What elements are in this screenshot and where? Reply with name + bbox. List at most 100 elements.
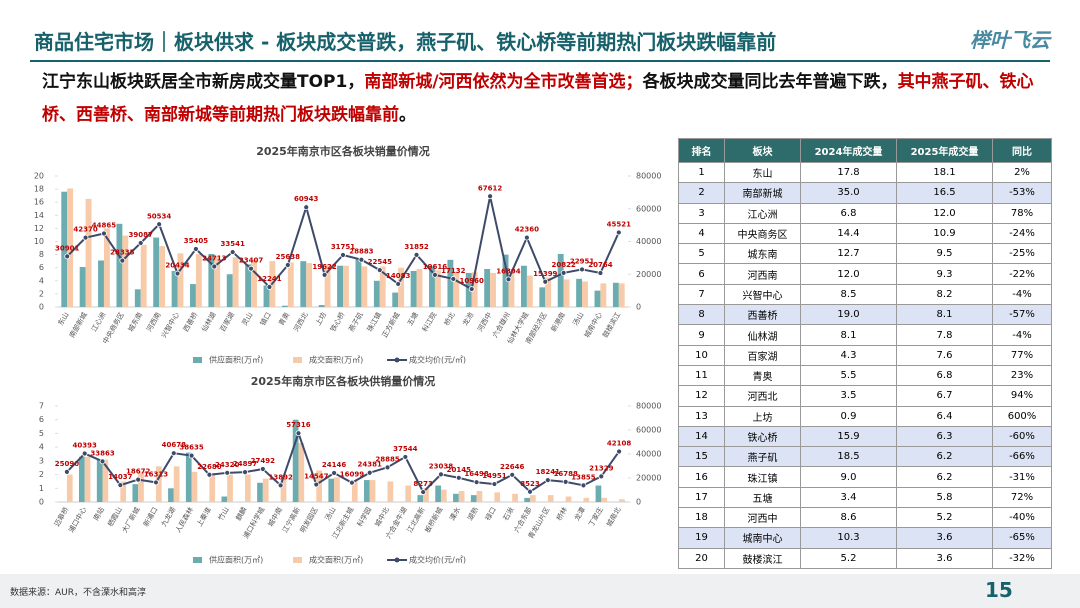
table-cell: 10 bbox=[678, 344, 725, 366]
bar bbox=[476, 491, 483, 502]
y-tick-label: 0 bbox=[39, 498, 44, 507]
bar bbox=[565, 496, 572, 502]
data-label: 31751 bbox=[331, 243, 355, 251]
table-row: 20 鼓楼滨江 5.2 3.6 -32% bbox=[678, 547, 1052, 569]
price-point bbox=[527, 488, 533, 495]
price-point bbox=[303, 204, 310, 211]
table-cell: 8.6 bbox=[800, 507, 897, 529]
table-header-row: 排名 板块 2024年成交量 2025年成交量 同比 bbox=[678, 138, 1052, 163]
x-tick-label: 五塘 bbox=[405, 311, 420, 328]
bar bbox=[306, 263, 313, 307]
table-cell: 77% bbox=[992, 344, 1052, 366]
price-point bbox=[99, 458, 106, 465]
bar bbox=[66, 474, 73, 502]
table-cell: 9.3 bbox=[896, 263, 993, 285]
bar bbox=[447, 259, 454, 307]
bar bbox=[392, 292, 399, 307]
price-point bbox=[487, 193, 493, 200]
price-point bbox=[331, 470, 337, 476]
table-cell: 12 bbox=[678, 385, 725, 407]
price-point bbox=[266, 284, 273, 290]
y2-tick-label: 40000 bbox=[636, 450, 661, 459]
bar bbox=[79, 267, 86, 307]
price-point bbox=[580, 482, 587, 489]
data-label: 16788 bbox=[553, 470, 577, 478]
bar bbox=[379, 266, 386, 307]
table-row: 9 仙林湖 8.1 7.8 -4% bbox=[678, 324, 1052, 346]
x-tick-label: 迈皋桥 bbox=[52, 506, 70, 529]
y-tick-label: 1 bbox=[39, 484, 44, 493]
data-label: 33863 bbox=[90, 449, 114, 457]
table-cell: 17.8 bbox=[800, 161, 897, 184]
page-number: 15 bbox=[985, 578, 1013, 602]
y2-tick-label: 80000 bbox=[636, 172, 661, 181]
price-point bbox=[523, 234, 530, 241]
data-label: 19616 bbox=[423, 263, 447, 271]
table-cell: -53% bbox=[992, 182, 1052, 204]
summary-text: 。 bbox=[399, 105, 416, 125]
table-cell: 19 bbox=[678, 527, 725, 549]
chart-title: 2025年南京市区各板块供销量价情况 bbox=[251, 374, 436, 388]
summary-text: 南部新城/河西依然为全市改善首选； bbox=[364, 72, 643, 92]
table-cell: 3 bbox=[678, 202, 725, 224]
table-cell: -4% bbox=[992, 324, 1052, 346]
data-label: 20145 bbox=[447, 466, 471, 474]
table-cell: 14.4 bbox=[800, 222, 897, 245]
table-row: 8 西善桥 19.0 8.1 -57% bbox=[678, 304, 1052, 326]
x-tick-label: 仙林湖 bbox=[199, 311, 217, 334]
bar bbox=[159, 246, 166, 307]
table-cell: 7.8 bbox=[896, 324, 993, 346]
legend-swatch bbox=[293, 557, 302, 563]
y-tick-label: 10 bbox=[34, 237, 44, 246]
y2-tick-label: 0 bbox=[636, 303, 641, 312]
bar bbox=[195, 253, 202, 307]
data-label: 16498 bbox=[464, 470, 488, 478]
data-label: 24897 bbox=[233, 460, 257, 468]
table-cell: 15.9 bbox=[800, 425, 897, 448]
x-tick-label: 石湫 bbox=[501, 506, 516, 523]
table-row: 15 燕子矶 18.5 6.2 -66% bbox=[678, 446, 1052, 468]
bar bbox=[355, 259, 362, 307]
price-point bbox=[420, 489, 427, 495]
table-cell: 0.9 bbox=[800, 405, 897, 427]
bar bbox=[257, 482, 263, 502]
price-point bbox=[366, 469, 373, 476]
bar bbox=[153, 237, 160, 307]
bar bbox=[263, 285, 270, 307]
x-tick-label: 燕子矶 bbox=[347, 311, 365, 334]
table-cell: 17 bbox=[678, 486, 725, 509]
table-cell: -32% bbox=[992, 547, 1052, 569]
price-point bbox=[616, 448, 622, 455]
data-label: 28883 bbox=[349, 248, 373, 256]
price-point bbox=[544, 477, 551, 484]
data-label: 24320 bbox=[215, 461, 239, 469]
price-point bbox=[615, 229, 622, 236]
price-point bbox=[473, 479, 480, 486]
bar bbox=[583, 497, 590, 502]
price-point bbox=[64, 468, 70, 475]
bar bbox=[173, 466, 180, 502]
bar bbox=[458, 491, 465, 502]
price-point bbox=[170, 450, 177, 457]
data-label: 40393 bbox=[73, 442, 97, 450]
y-tick-label: 7 bbox=[39, 402, 44, 411]
table-cell: -22% bbox=[992, 263, 1052, 285]
data-label: 22951 bbox=[570, 257, 594, 265]
table-cell: 10.9 bbox=[896, 222, 993, 245]
bar bbox=[526, 275, 533, 307]
bar bbox=[337, 265, 343, 307]
legend-label: 成交面积(万㎡) bbox=[309, 555, 363, 565]
table-cell: 6.2 bbox=[896, 466, 993, 488]
table-row: 3 江心洲 6.8 12.0 78% bbox=[678, 202, 1052, 224]
table-cell: 8 bbox=[678, 304, 725, 326]
x-tick-label: 汤山 bbox=[571, 311, 586, 328]
table-header-cell: 2025年成交量 bbox=[896, 138, 993, 163]
table-cell: 5.5 bbox=[800, 364, 897, 387]
price-point bbox=[211, 263, 218, 270]
table-cell: 上坊 bbox=[724, 405, 801, 427]
price-point bbox=[174, 270, 181, 277]
bar bbox=[508, 274, 515, 307]
bar bbox=[61, 191, 68, 307]
x-tick-label: 河西南 bbox=[144, 311, 162, 334]
x-tick-label: 城中北 bbox=[373, 506, 391, 529]
